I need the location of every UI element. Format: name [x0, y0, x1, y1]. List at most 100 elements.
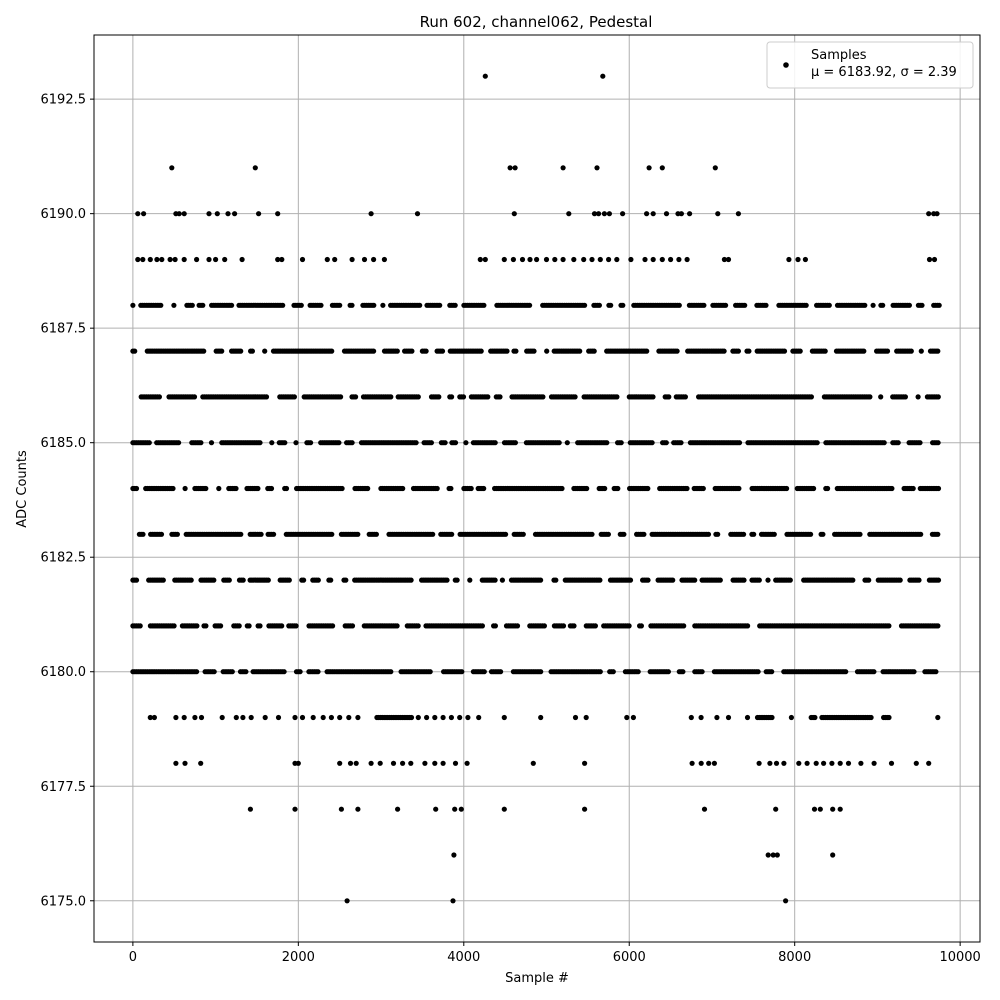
data-point: [626, 623, 632, 629]
data-point: [678, 211, 685, 217]
data-point: [450, 898, 456, 904]
data-point: [514, 623, 521, 629]
data-point: [756, 760, 762, 766]
data-point: [439, 348, 446, 354]
data-point: [715, 211, 721, 217]
data-point: [897, 577, 903, 583]
data-point: [171, 623, 177, 629]
data-point: [895, 440, 901, 446]
data-point: [182, 760, 188, 766]
data-point: [174, 531, 180, 537]
data-point: [181, 256, 187, 263]
data-point: [935, 440, 941, 446]
data-point: [468, 485, 474, 492]
x-tick-label: 4000: [447, 950, 480, 965]
data-point: [368, 760, 374, 766]
data-point: [208, 440, 215, 446]
data-point: [146, 440, 152, 446]
data-point: [292, 806, 298, 812]
data-point: [596, 302, 603, 308]
data-point: [600, 73, 606, 79]
data-point: [449, 531, 455, 537]
data-point: [293, 440, 299, 446]
data-point: [338, 394, 344, 400]
data-point: [830, 852, 836, 858]
data-point: [878, 394, 884, 400]
data-point: [559, 485, 565, 492]
data-point: [591, 211, 598, 217]
data-point: [741, 577, 747, 583]
data-point: [200, 302, 206, 308]
data-point: [338, 806, 344, 812]
data-point: [339, 485, 345, 492]
data-point: [866, 577, 872, 583]
data-point: [481, 302, 487, 308]
data-point: [154, 256, 160, 263]
data-point: [507, 165, 513, 171]
data-point: [246, 623, 252, 629]
data-point: [540, 394, 546, 400]
data-point: [501, 806, 507, 812]
x-tick-label: 0: [129, 950, 137, 965]
data-point: [917, 440, 923, 446]
data-point: [464, 760, 470, 766]
data-point: [773, 760, 780, 766]
data-point: [427, 669, 433, 675]
data-point: [460, 394, 467, 400]
data-point: [845, 760, 852, 766]
data-point: [279, 623, 285, 629]
data-point: [504, 348, 510, 354]
data-point: [400, 760, 406, 766]
data-point: [751, 531, 757, 537]
data-points: [130, 73, 942, 904]
data-point: [650, 256, 656, 263]
data-point: [886, 623, 892, 629]
data-point: [211, 669, 217, 675]
data-point: [642, 256, 648, 263]
data-point: [680, 669, 686, 675]
data-point: [870, 302, 876, 308]
data-point: [286, 577, 292, 583]
data-point: [746, 348, 752, 354]
data-point: [933, 669, 939, 675]
data-point: [862, 302, 868, 308]
data-point: [531, 348, 537, 354]
data-point: [430, 531, 436, 537]
data-point: [256, 211, 262, 217]
data-point: [735, 211, 742, 217]
data-point: [452, 440, 459, 446]
data-point: [160, 577, 166, 583]
data-point: [527, 256, 533, 263]
data-point: [701, 806, 708, 812]
data-point: [857, 531, 863, 537]
data-point: [880, 302, 886, 308]
data-point: [377, 760, 383, 766]
data-point: [467, 577, 473, 583]
data-point: [725, 714, 732, 721]
data-point: [330, 623, 336, 629]
data-point: [482, 73, 488, 79]
data-point: [674, 348, 680, 354]
data-point: [440, 714, 446, 721]
data-point: [299, 714, 306, 721]
data-point: [409, 348, 415, 354]
data-point: [886, 714, 892, 721]
data-point: [534, 256, 540, 263]
data-point: [620, 302, 626, 308]
data-point: [436, 394, 442, 400]
data-point: [556, 440, 562, 446]
x-tick-label: 6000: [613, 950, 646, 965]
data-point: [236, 623, 242, 629]
data-point: [417, 302, 423, 308]
y-tick-label: 6187.5: [41, 322, 87, 337]
data-point: [913, 760, 919, 766]
data-point: [158, 302, 164, 308]
data-point: [355, 806, 361, 812]
data-point: [413, 440, 419, 446]
data-point: [194, 623, 200, 629]
data-point: [687, 211, 693, 217]
data-point: [232, 211, 238, 217]
data-point: [804, 760, 810, 766]
data-point: [176, 440, 182, 446]
data-point: [408, 714, 415, 721]
